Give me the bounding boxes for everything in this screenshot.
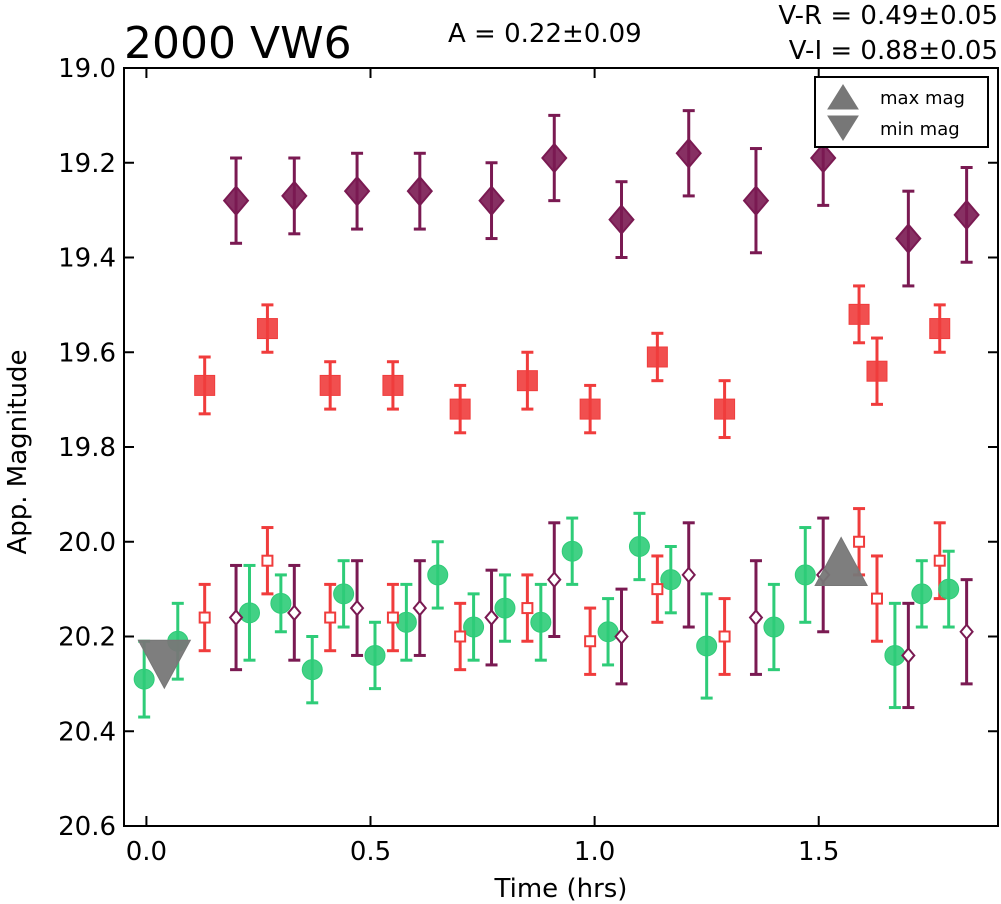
data-point-diamond-filled bbox=[895, 223, 922, 255]
data-point-square-open bbox=[261, 554, 274, 567]
data-point-diamond-filled bbox=[953, 199, 980, 231]
data-point-square-open bbox=[198, 611, 211, 624]
data-point-diamond-open bbox=[547, 571, 562, 589]
data-point-square-filled bbox=[929, 318, 951, 340]
legend-max-label: max mag bbox=[880, 88, 965, 109]
data-point-diamond-open bbox=[349, 599, 365, 617]
x-axis-label: Time (hrs) bbox=[494, 874, 628, 904]
data-point-circle bbox=[911, 583, 933, 605]
data-point-square-filled bbox=[714, 398, 736, 420]
data-point-square-filled bbox=[319, 374, 341, 396]
data-point-square-filled bbox=[646, 346, 668, 368]
data-point-square-filled bbox=[382, 374, 404, 396]
data-point-circle bbox=[133, 668, 155, 690]
data-point-diamond-open bbox=[959, 623, 974, 641]
data-point-diamond-open bbox=[484, 609, 499, 627]
data-point-circle bbox=[333, 583, 355, 605]
chart-title: 2000 VW6 bbox=[124, 18, 352, 69]
data-point-circle bbox=[395, 611, 417, 633]
y-tick-label: 20.6 bbox=[58, 812, 116, 842]
data-point-square-open bbox=[870, 592, 883, 605]
data-point-circle bbox=[301, 659, 323, 681]
v-i-annotation: V-I = 0.88±0.05 bbox=[789, 36, 998, 66]
data-point-circle bbox=[628, 535, 650, 557]
y-tick-label: 20.4 bbox=[58, 717, 116, 747]
data-point-diamond-open bbox=[614, 627, 629, 646]
data-point-circle bbox=[463, 616, 485, 638]
data-point-diamond-filled bbox=[478, 185, 505, 217]
data-point-square-open bbox=[718, 630, 731, 643]
data-point-diamond-filled bbox=[675, 137, 702, 169]
data-point-circle bbox=[238, 602, 260, 624]
data-point-square-open bbox=[933, 554, 946, 567]
data-point-square-open bbox=[324, 611, 337, 624]
legend-min-label: min mag bbox=[880, 119, 960, 140]
y-tick-label: 19.2 bbox=[58, 149, 116, 179]
y-tick-label: 20.2 bbox=[58, 623, 116, 653]
data-point-circle bbox=[561, 540, 583, 562]
x-tick-label: 0.0 bbox=[126, 837, 167, 867]
x-tick-label: 1.0 bbox=[574, 837, 615, 867]
data-point-diamond-open bbox=[412, 599, 428, 617]
x-tick-label: 0.5 bbox=[350, 837, 391, 867]
data-point-square-open bbox=[386, 611, 399, 624]
data-point-diamond-filled bbox=[406, 175, 434, 207]
data-point-square-filled bbox=[449, 398, 471, 420]
data-point-diamond-filled bbox=[541, 142, 568, 174]
data-point-square-filled bbox=[579, 398, 601, 420]
legend-max-marker bbox=[827, 84, 859, 110]
data-point-diamond-filled bbox=[608, 204, 635, 236]
y-tick-label: 19.0 bbox=[58, 54, 116, 84]
extrema-markers bbox=[137, 536, 868, 690]
plot-frame bbox=[123, 67, 999, 827]
data-point-square-filled bbox=[848, 303, 870, 325]
y-tick-label: 19.6 bbox=[58, 338, 116, 368]
y-tick-label: 20.0 bbox=[58, 528, 116, 558]
data-point-diamond-open bbox=[901, 646, 916, 664]
y-tick-label: 19.8 bbox=[58, 433, 116, 463]
data-point-square-open bbox=[651, 583, 664, 596]
data-point-circle bbox=[696, 635, 718, 657]
data-point-circle bbox=[364, 644, 386, 666]
data-point-circle bbox=[530, 611, 552, 633]
data-point-circle bbox=[270, 592, 292, 614]
data-point-square-open bbox=[521, 602, 534, 615]
data-point-diamond-filled bbox=[343, 175, 371, 207]
axis-ticks: 0.0 0.5 1.0 1.5 19.0 19.2 19.4 19.6 19.8 20.0 20.2… bbox=[58, 54, 998, 867]
min-mag-marker bbox=[137, 639, 192, 690]
data-point-square-filled bbox=[516, 370, 538, 392]
data-point-square-filled bbox=[256, 318, 278, 340]
data-point-diamond-filled bbox=[742, 185, 770, 217]
data-point-diamond-filled bbox=[809, 142, 837, 174]
data-point-square-filled bbox=[194, 374, 216, 396]
data-point-circle bbox=[763, 616, 785, 638]
data-point-square-open bbox=[584, 635, 597, 648]
data-point-diamond-open bbox=[228, 609, 244, 627]
data-point-diamond-filled bbox=[281, 180, 308, 212]
data-point-circle bbox=[794, 564, 816, 586]
y-tick-label: 19.4 bbox=[58, 244, 116, 274]
legend: max mag min mag bbox=[814, 76, 989, 148]
max-mag-marker bbox=[814, 536, 868, 586]
x-tick-label: 1.5 bbox=[798, 837, 839, 867]
data-point-square-filled bbox=[866, 360, 888, 382]
data-point-square-open bbox=[853, 535, 866, 548]
y-axis-label: App. Magnitude bbox=[3, 349, 33, 554]
data-point-square-open bbox=[454, 630, 467, 643]
amplitude-annotation: A = 0.22±0.09 bbox=[448, 19, 642, 49]
data-point-circle bbox=[938, 578, 960, 600]
data-markers bbox=[133, 137, 980, 690]
legend-min-marker bbox=[827, 115, 859, 141]
data-point-diamond-open bbox=[287, 604, 302, 622]
data-point-diamond-open bbox=[748, 609, 764, 627]
data-point-circle bbox=[494, 597, 516, 619]
data-point-circle bbox=[660, 569, 682, 591]
data-point-diamond-filled bbox=[222, 185, 250, 217]
data-point-diamond-open bbox=[681, 566, 697, 584]
data-point-circle bbox=[597, 621, 619, 643]
data-point-circle bbox=[427, 564, 449, 586]
v-r-annotation: V-R = 0.49±0.05 bbox=[778, 1, 998, 31]
